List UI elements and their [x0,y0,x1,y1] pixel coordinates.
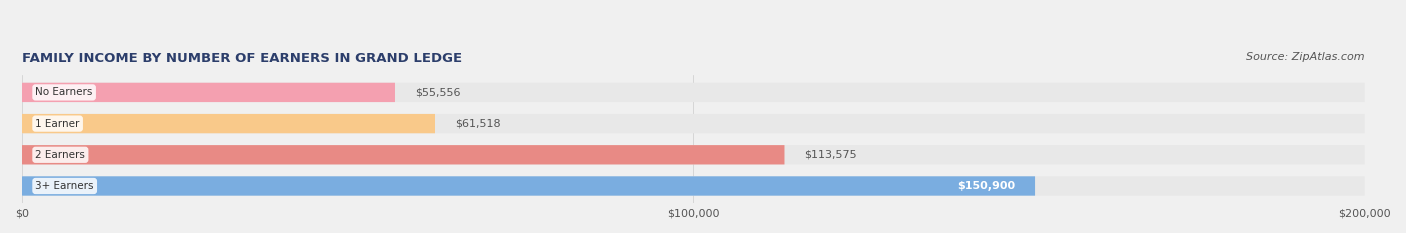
Text: FAMILY INCOME BY NUMBER OF EARNERS IN GRAND LEDGE: FAMILY INCOME BY NUMBER OF EARNERS IN GR… [22,52,463,65]
FancyBboxPatch shape [22,176,1365,196]
FancyBboxPatch shape [22,114,1365,133]
Text: 1 Earner: 1 Earner [35,119,80,129]
FancyBboxPatch shape [22,114,434,133]
Text: $61,518: $61,518 [456,119,501,129]
FancyBboxPatch shape [22,145,1365,164]
FancyBboxPatch shape [22,83,1365,102]
Text: Source: ZipAtlas.com: Source: ZipAtlas.com [1246,52,1365,62]
FancyBboxPatch shape [22,176,1035,196]
Text: No Earners: No Earners [35,87,93,97]
Text: 3+ Earners: 3+ Earners [35,181,94,191]
FancyBboxPatch shape [22,83,395,102]
FancyBboxPatch shape [22,145,785,164]
Text: $113,575: $113,575 [804,150,858,160]
Text: $55,556: $55,556 [415,87,461,97]
Text: $150,900: $150,900 [957,181,1015,191]
Text: 2 Earners: 2 Earners [35,150,86,160]
